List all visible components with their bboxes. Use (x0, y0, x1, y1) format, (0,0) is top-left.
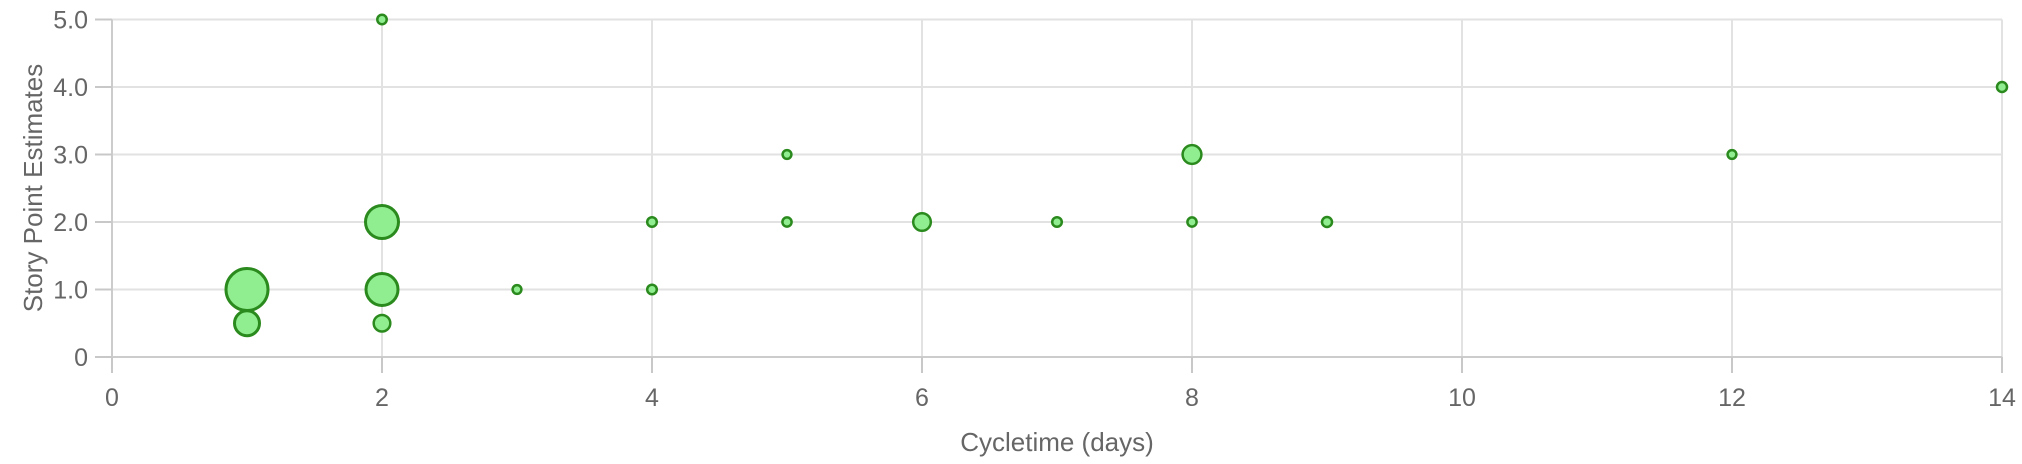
y-tick-label: 5.0 (53, 7, 88, 35)
x-tick-label: 10 (1448, 384, 1476, 412)
y-tick-label: 2.0 (53, 209, 88, 237)
bubble-x2-y1[interactable] (364, 272, 400, 307)
bubble-x2-y5[interactable] (376, 13, 388, 26)
bubble-x1-y1[interactable] (224, 267, 270, 312)
y-tick-labels: 0 1.0 2.0 3.0 4.0 5.0 (53, 7, 88, 373)
tick-marks (95, 18, 2003, 373)
bubble-x2-y0.5[interactable] (372, 313, 392, 333)
y-axis-title: Story Point Estimates (18, 64, 48, 313)
x-tick-label: 6 (915, 384, 929, 412)
y-tick-label: 1.0 (53, 277, 88, 305)
bubble-x14-y4[interactable] (1995, 80, 2009, 94)
x-tick-label: 8 (1185, 384, 1199, 412)
bubble-x7-y2[interactable] (1050, 215, 1064, 229)
x-axis-title: Cycletime (days) (960, 427, 1154, 457)
x-tick-labels: 0 2 4 6 8 10 12 14 (105, 384, 2016, 412)
bubble-x9-y2[interactable] (1320, 215, 1334, 229)
x-tick-label: 12 (1718, 384, 1746, 412)
bubble-x8-y2[interactable] (1186, 216, 1198, 228)
bubble-x1-y0.5[interactable] (233, 309, 261, 338)
bubble-x12-y3[interactable] (1726, 148, 1738, 161)
bubble-x5-y2[interactable] (781, 216, 793, 228)
axis-lines (111, 19, 2002, 373)
y-tick-label: 0 (74, 344, 88, 372)
bubble-x4-y2[interactable] (645, 215, 659, 229)
bubble-x5-y3[interactable] (781, 148, 793, 161)
gridlines (111, 18, 2003, 358)
bubble-x3-y1[interactable] (511, 283, 523, 296)
x-tick-label: 2 (375, 384, 389, 412)
bubble-x8-y3[interactable] (1181, 143, 1203, 166)
x-tick-label: 14 (1988, 384, 2016, 412)
x-tick-label: 4 (645, 384, 659, 412)
bubble-x2-y2[interactable] (364, 204, 400, 240)
y-tick-label: 4.0 (53, 74, 88, 102)
y-tick-label: 3.0 (53, 142, 88, 170)
x-tick-label: 0 (105, 384, 119, 412)
bubble-x4-y1[interactable] (645, 283, 659, 296)
bubble-x6-y2[interactable] (911, 211, 933, 233)
bubbles (224, 13, 2009, 338)
